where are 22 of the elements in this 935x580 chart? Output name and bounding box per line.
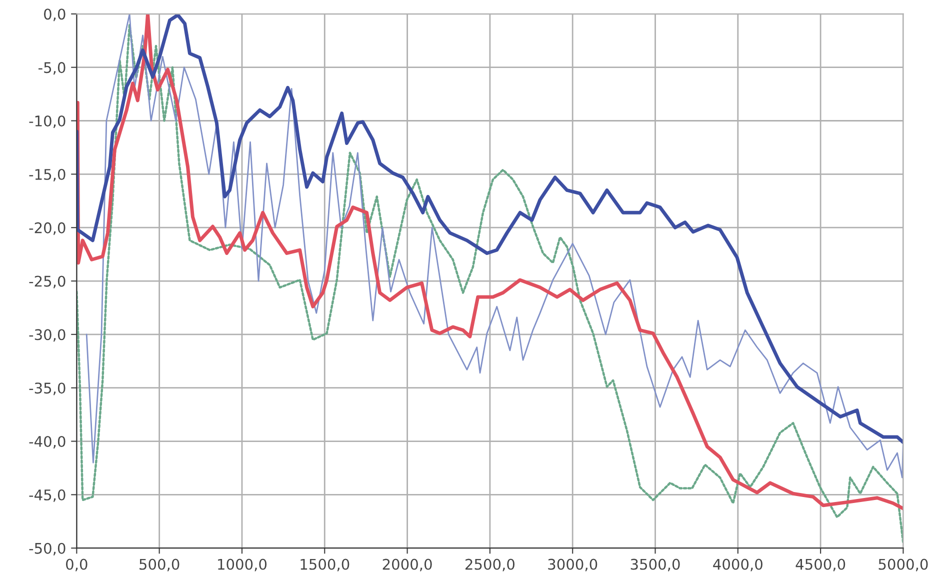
y-tick-label: -10,0 [29, 115, 66, 128]
y-tick-label: -45,0 [29, 489, 66, 502]
y-tick-label: -35,0 [29, 382, 66, 396]
x-tick-label: 4000,0 [713, 558, 762, 572]
x-tick-label: 3000,0 [548, 558, 598, 572]
x-tick-label: 3500,0 [630, 558, 680, 572]
x-tick-label: 0,0 [66, 558, 88, 572]
y-tick-label: -50,0 [29, 542, 66, 556]
x-tick-label: 1500,0 [300, 558, 350, 572]
x-tick-label: 2500,0 [465, 558, 514, 572]
x-tick-label: 4500,0 [796, 558, 846, 572]
y-tick-label: 0,0 [44, 8, 66, 22]
y-tick-label: -15,0 [29, 168, 66, 182]
x-tick-label: 5000,0 [878, 558, 928, 572]
y-tick-label: -25,0 [29, 276, 66, 288]
y-tick-label: -40,0 [29, 436, 66, 448]
y-tick-label: -5,0 [38, 62, 66, 75]
x-tick-label: 2000,0 [382, 558, 432, 572]
x-tick-label: 500,0 [140, 558, 180, 572]
y-tick-label: -20,0 [29, 222, 66, 235]
x-tick-label: 1000,0 [218, 558, 267, 572]
y-tick-label: -30,0 [29, 329, 66, 342]
